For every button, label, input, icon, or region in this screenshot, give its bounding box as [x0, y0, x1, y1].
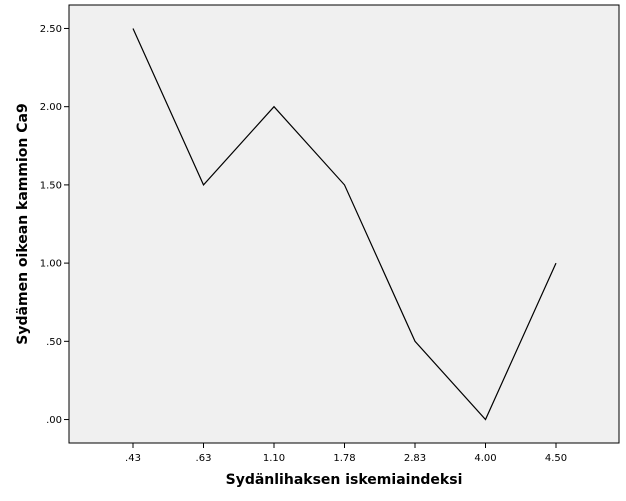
y-tick-label: .50: [46, 337, 62, 348]
y-tick-label: .00: [46, 415, 62, 426]
y-tick-label: 2.00: [40, 102, 62, 113]
x-tick-label: 4.00: [474, 453, 496, 464]
y-axis-title: Sydämen oikean kammion Ca9: [15, 103, 31, 344]
x-axis-title: Sydänlihaksen iskemiaindeksi: [226, 472, 463, 488]
x-axis: .43 .63 1.10 1.78 2.83 4.00 4.50: [125, 443, 567, 464]
x-tick-label: 4.50: [545, 453, 567, 464]
x-tick-label: .63: [196, 453, 212, 464]
y-tick-label: 2.50: [40, 24, 62, 35]
x-tick-label: 2.83: [404, 453, 426, 464]
y-axis: .00 .50 1.00 1.50 2.00 2.50: [40, 24, 69, 426]
plot-area: [68, 4, 620, 444]
y-tick-label: 1.00: [40, 259, 62, 270]
x-tick-label: .43: [125, 453, 141, 464]
x-tick-label: 1.10: [263, 453, 285, 464]
series-line: [132, 28, 557, 421]
y-tick-label: 1.50: [40, 180, 62, 191]
x-tick-label: 1.78: [333, 453, 355, 464]
